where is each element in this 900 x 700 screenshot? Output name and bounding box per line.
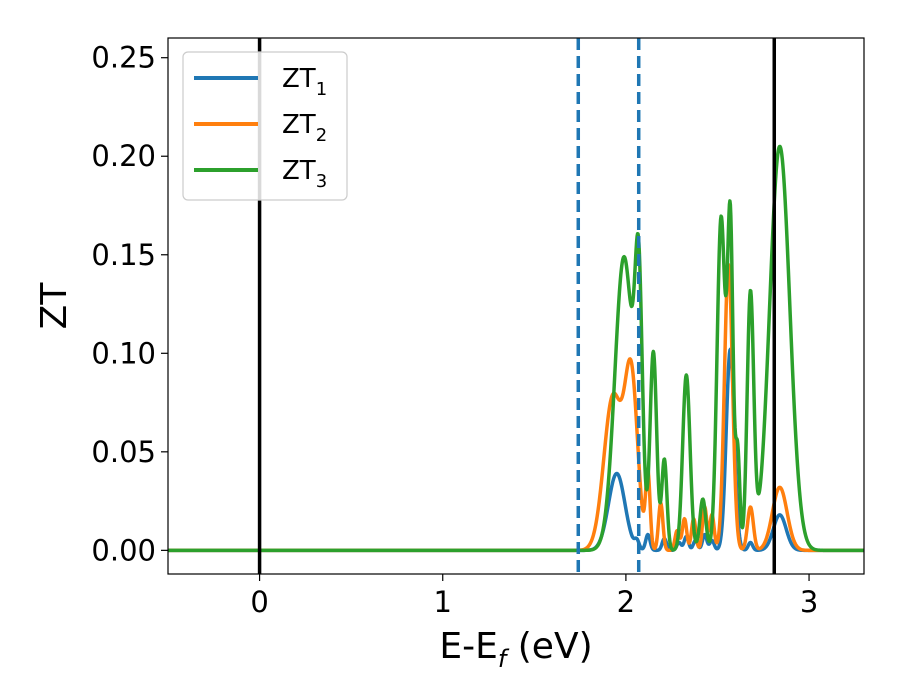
series-line-zt2 [168,262,864,553]
y-tick-label: 0.10 [91,336,156,370]
y-tick-label: 0.25 [91,41,156,75]
legend-box [182,51,348,201]
x-tick-label: 2 [617,585,635,619]
series-line-zt3 [168,144,864,553]
y-tick-label: 0.00 [91,533,156,567]
x-tick-label: 0 [250,585,268,619]
x-axis-label: E-Ef (eV) [439,626,592,673]
x-tick-label: 1 [434,585,452,619]
x-tick-label: 3 [800,585,818,619]
y-axis: 0.00 0.05 0.10 0.15 0.20 0.25 [91,41,168,567]
plot-frame [167,37,865,575]
legend-label-zt3: ZT3 [282,156,327,192]
y-tick-label: 0.20 [91,139,156,173]
x-axis: 0 1 2 3 [250,574,818,619]
legend: ZT1 ZT2 ZT3 [182,51,348,201]
series-line-zt1 [168,347,864,553]
y-tick-label: 0.05 [91,435,156,469]
legend-label-zt2: ZT2 [282,110,327,146]
y-tick-label: 0.15 [91,238,156,272]
legend-label-zt1: ZT1 [282,64,327,100]
y-axis-label: ZT [34,282,75,330]
